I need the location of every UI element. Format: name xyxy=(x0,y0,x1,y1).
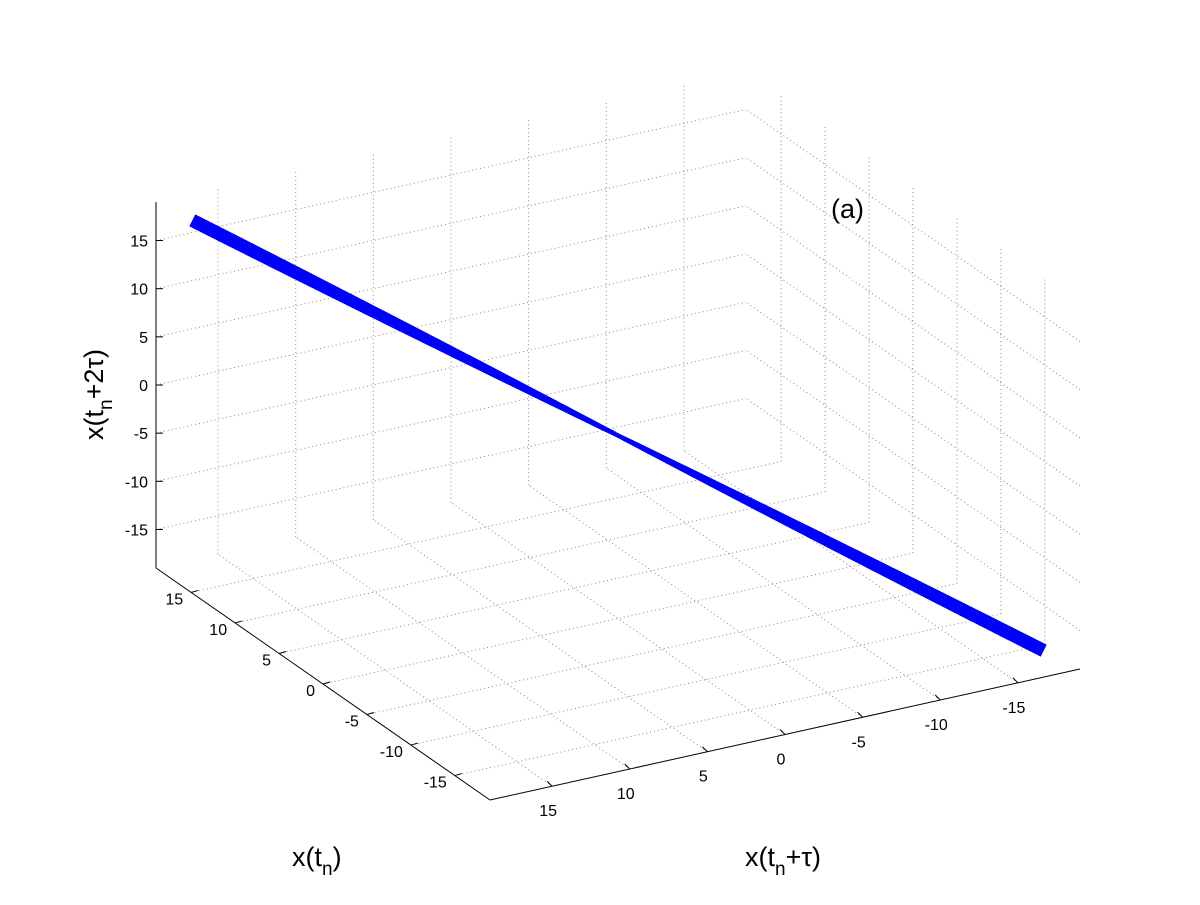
y-tick-label: 5 xyxy=(699,769,708,786)
side-wall-grid-z-line xyxy=(745,349,1081,583)
z-tick-label: -5 xyxy=(134,426,148,443)
series-trajectory xyxy=(189,214,1047,657)
z-tick-label: -10 xyxy=(125,474,148,491)
z-axis-label: x(tn+2τ) xyxy=(79,349,117,440)
floor-grid-y-line xyxy=(295,536,631,770)
y-tick-mark xyxy=(624,763,631,770)
floor-grid-y-line xyxy=(605,467,941,701)
floor-grid-x-line xyxy=(366,583,958,716)
y-tick-mark xyxy=(702,746,708,753)
floor-grid-x-line xyxy=(191,460,782,593)
side-wall-grid-z-line xyxy=(745,109,1081,342)
floor-grid-x-line xyxy=(454,644,1045,777)
back-wall-grid-z-line xyxy=(155,205,747,338)
z-tick-label: -15 xyxy=(125,522,148,539)
x-tick-label: -5 xyxy=(345,714,359,731)
y-tick-label: 15 xyxy=(539,803,557,820)
x-tick-mark xyxy=(322,681,331,685)
y-tick-mark xyxy=(934,694,941,701)
y-axis-label: x(tn+τ) xyxy=(745,842,821,880)
back-wall-grid-z-line xyxy=(155,157,747,290)
panel-label: (a) xyxy=(831,194,864,224)
z-tick-label: 10 xyxy=(130,282,148,299)
back-wall-grid-z-line xyxy=(155,397,747,530)
y-tick-label: -10 xyxy=(925,717,948,734)
x-tick-label: -10 xyxy=(380,744,403,761)
grid-layer xyxy=(155,84,1081,787)
y-tick-mark xyxy=(857,711,863,718)
y-tick-label: -15 xyxy=(1002,700,1025,717)
y-tick-label: 0 xyxy=(777,752,786,769)
floor-grid-y-line xyxy=(373,519,708,753)
x-tick-label: 5 xyxy=(262,652,271,669)
y-tick-mark xyxy=(1012,677,1019,684)
z-tick-label: 0 xyxy=(139,378,148,395)
x-tick-label: 10 xyxy=(209,622,227,639)
floor-grid-x-line xyxy=(278,521,870,654)
x-tick-label: -15 xyxy=(424,775,447,792)
back-wall-grid-z-line xyxy=(155,349,747,482)
floor-grid-y-line xyxy=(450,502,786,735)
back-wall-grid-z-line xyxy=(155,253,747,386)
y-tick-mark xyxy=(779,729,786,735)
back-wall-grid-z-line xyxy=(155,109,747,242)
y-tick-label: -5 xyxy=(852,734,866,751)
floor-grid-x-line xyxy=(410,613,1002,746)
floor-grid-y-line xyxy=(528,484,863,718)
x-tick-mark xyxy=(410,742,419,746)
x-tick-mark xyxy=(278,650,287,654)
back-wall-grid-z-line xyxy=(155,301,747,434)
axis-layer xyxy=(155,202,1081,801)
floor-grid-x-line xyxy=(322,552,914,685)
x-tick-mark xyxy=(191,589,199,593)
x-tick-mark xyxy=(366,712,375,716)
z-tick-label: 5 xyxy=(139,330,148,347)
x-axis-label: x(tn) xyxy=(292,842,342,880)
x-tick-mark xyxy=(234,620,243,624)
y-tick-mark xyxy=(546,780,553,787)
y-tick-label: 10 xyxy=(617,786,635,803)
tick-layer: 15 10 5 0 -5 -10 -15 15 10 5 0 -5 -10 -15 15 10 5 0 -5 -10 -… xyxy=(125,234,1026,821)
side-wall-grid-z-line xyxy=(745,398,1081,631)
x-tick-label: 0 xyxy=(306,683,315,700)
x-tick-mark xyxy=(454,773,462,777)
floor-grid-x-line xyxy=(234,491,826,624)
trajectory-strand xyxy=(193,216,1042,657)
z-tick-label: 15 xyxy=(130,234,148,251)
x-tick-label: 15 xyxy=(165,591,183,608)
data-layer xyxy=(189,214,1047,657)
